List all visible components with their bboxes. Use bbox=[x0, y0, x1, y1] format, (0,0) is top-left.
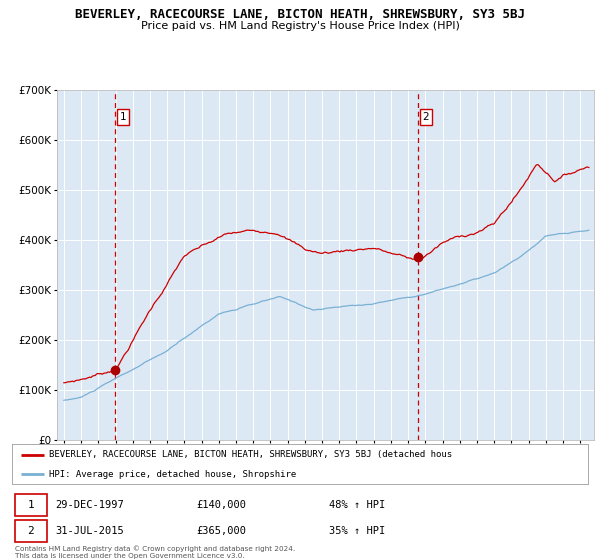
Text: 48% ↑ HPI: 48% ↑ HPI bbox=[329, 500, 385, 510]
Text: BEVERLEY, RACECOURSE LANE, BICTON HEATH, SHREWSBURY, SY3 5BJ: BEVERLEY, RACECOURSE LANE, BICTON HEATH,… bbox=[75, 8, 525, 21]
Text: BEVERLEY, RACECOURSE LANE, BICTON HEATH, SHREWSBURY, SY3 5BJ (detached hous: BEVERLEY, RACECOURSE LANE, BICTON HEATH,… bbox=[49, 450, 452, 459]
Text: 2: 2 bbox=[422, 112, 429, 122]
Text: 31-JUL-2015: 31-JUL-2015 bbox=[55, 526, 124, 536]
Text: 29-DEC-1997: 29-DEC-1997 bbox=[55, 500, 124, 510]
FancyBboxPatch shape bbox=[15, 494, 47, 516]
Text: 2: 2 bbox=[28, 526, 34, 536]
Text: 35% ↑ HPI: 35% ↑ HPI bbox=[329, 526, 385, 536]
Text: 1: 1 bbox=[28, 500, 34, 510]
Text: Contains HM Land Registry data © Crown copyright and database right 2024.
This d: Contains HM Land Registry data © Crown c… bbox=[15, 546, 295, 559]
Text: HPI: Average price, detached house, Shropshire: HPI: Average price, detached house, Shro… bbox=[49, 470, 296, 479]
FancyBboxPatch shape bbox=[15, 520, 47, 542]
Text: 1: 1 bbox=[119, 112, 126, 122]
Text: Price paid vs. HM Land Registry's House Price Index (HPI): Price paid vs. HM Land Registry's House … bbox=[140, 21, 460, 31]
Text: £140,000: £140,000 bbox=[196, 500, 247, 510]
Text: £365,000: £365,000 bbox=[196, 526, 247, 536]
